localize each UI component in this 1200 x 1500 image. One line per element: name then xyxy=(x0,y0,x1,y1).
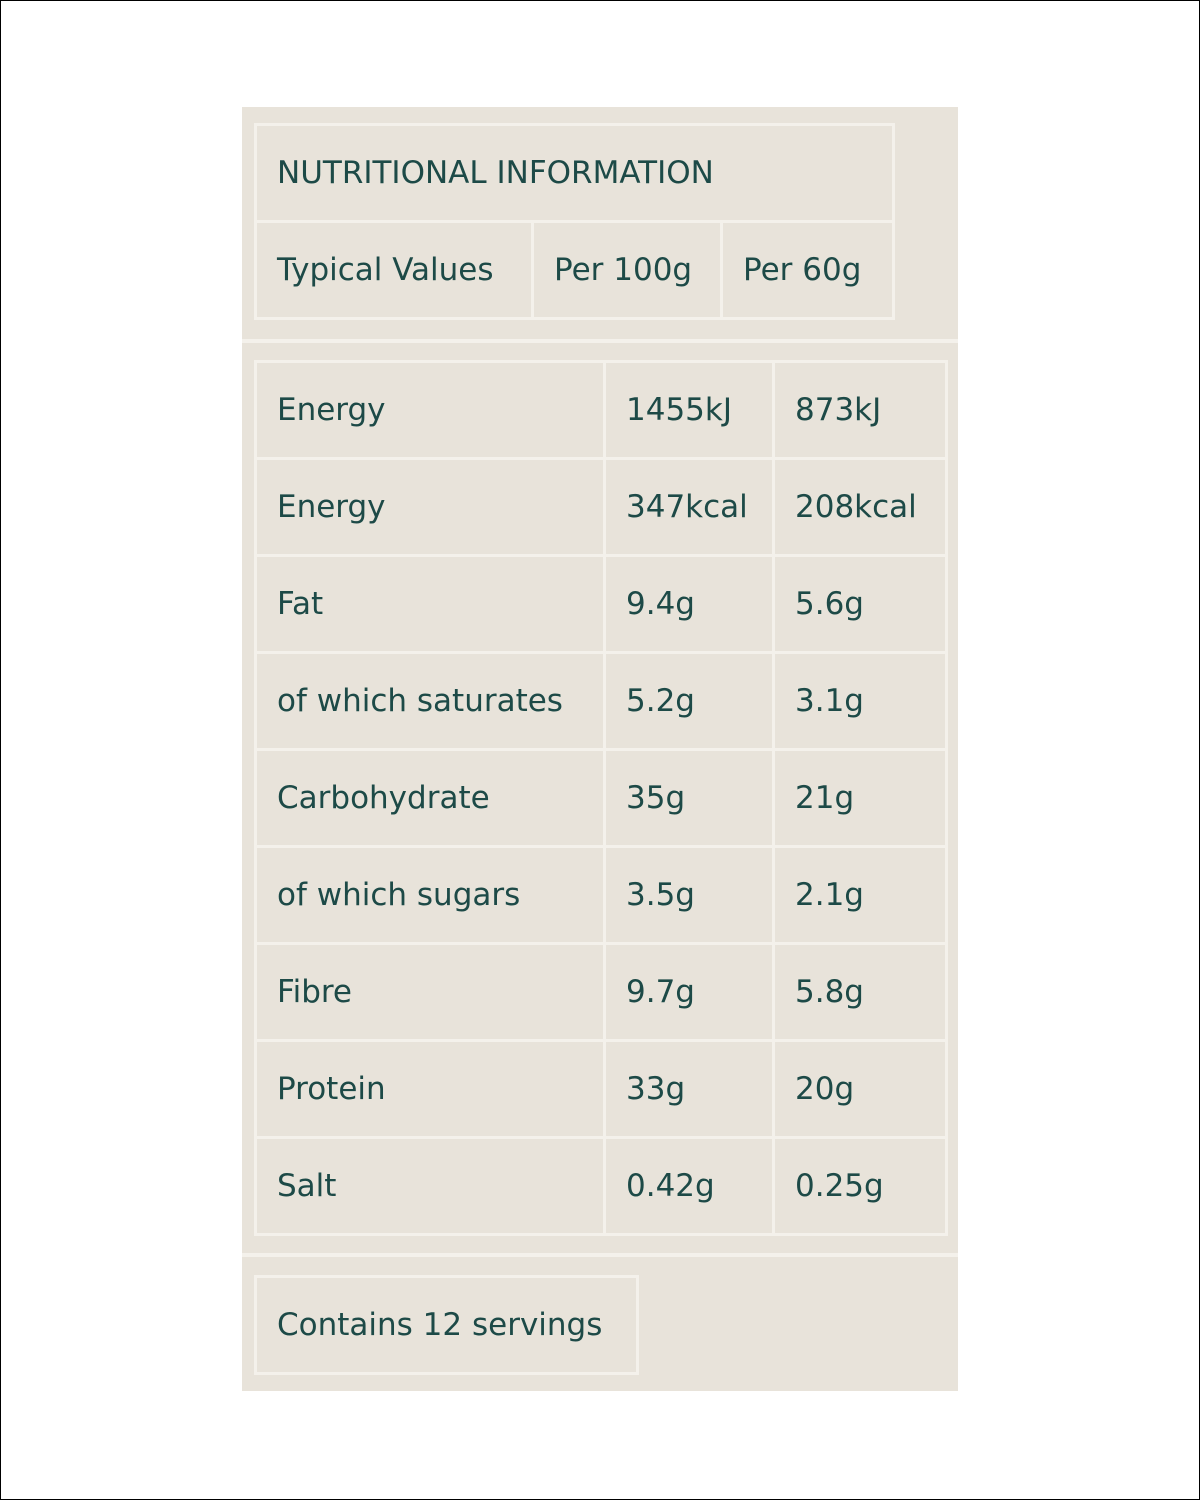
nutrient-label: Energy xyxy=(254,360,606,460)
nutrient-value: 3.5g xyxy=(603,845,775,945)
servings-cell: Contains 12 servings xyxy=(254,1275,639,1375)
nutrient-label: Protein xyxy=(254,1039,606,1139)
nutrient-value: 0.42g xyxy=(603,1136,775,1236)
nutrient-value: 347kcal xyxy=(603,457,775,557)
column-header: Typical Values xyxy=(254,220,534,320)
nutrient-value: 3.1g xyxy=(772,651,948,751)
nutrient-value: 20g xyxy=(772,1039,948,1139)
separator xyxy=(242,339,958,343)
nutrient-label: of which saturates xyxy=(254,651,606,751)
nutrient-value: 873kJ xyxy=(772,360,948,460)
nutrient-label: Fibre xyxy=(254,942,606,1042)
nutrient-label: Carbohydrate xyxy=(254,748,606,848)
nutrient-value: 5.2g xyxy=(603,651,775,751)
nutrient-label: Salt xyxy=(254,1136,606,1236)
nutrient-label: Fat xyxy=(254,554,606,654)
column-header: Per 60g xyxy=(720,220,895,320)
title-cell: NUTRITIONAL INFORMATION xyxy=(254,123,895,223)
nutrient-value: 9.7g xyxy=(603,942,775,1042)
nutrient-value: 1455kJ xyxy=(603,360,775,460)
nutrition-panel: NUTRITIONAL INFORMATION Typical Values P… xyxy=(242,107,958,1391)
nutrient-label: of which sugars xyxy=(254,845,606,945)
nutrient-value: 208kcal xyxy=(772,457,948,557)
nutrient-value: 21g xyxy=(772,748,948,848)
nutrient-value: 0.25g xyxy=(772,1136,948,1236)
nutrient-value: 2.1g xyxy=(772,845,948,945)
nutrient-value: 35g xyxy=(603,748,775,848)
nutrient-value: 9.4g xyxy=(603,554,775,654)
column-header: Per 100g xyxy=(531,220,723,320)
nutrient-value: 33g xyxy=(603,1039,775,1139)
nutrient-value: 5.6g xyxy=(772,554,948,654)
nutrient-value: 5.8g xyxy=(772,942,948,1042)
nutrient-label: Energy xyxy=(254,457,606,557)
separator xyxy=(242,1253,958,1257)
